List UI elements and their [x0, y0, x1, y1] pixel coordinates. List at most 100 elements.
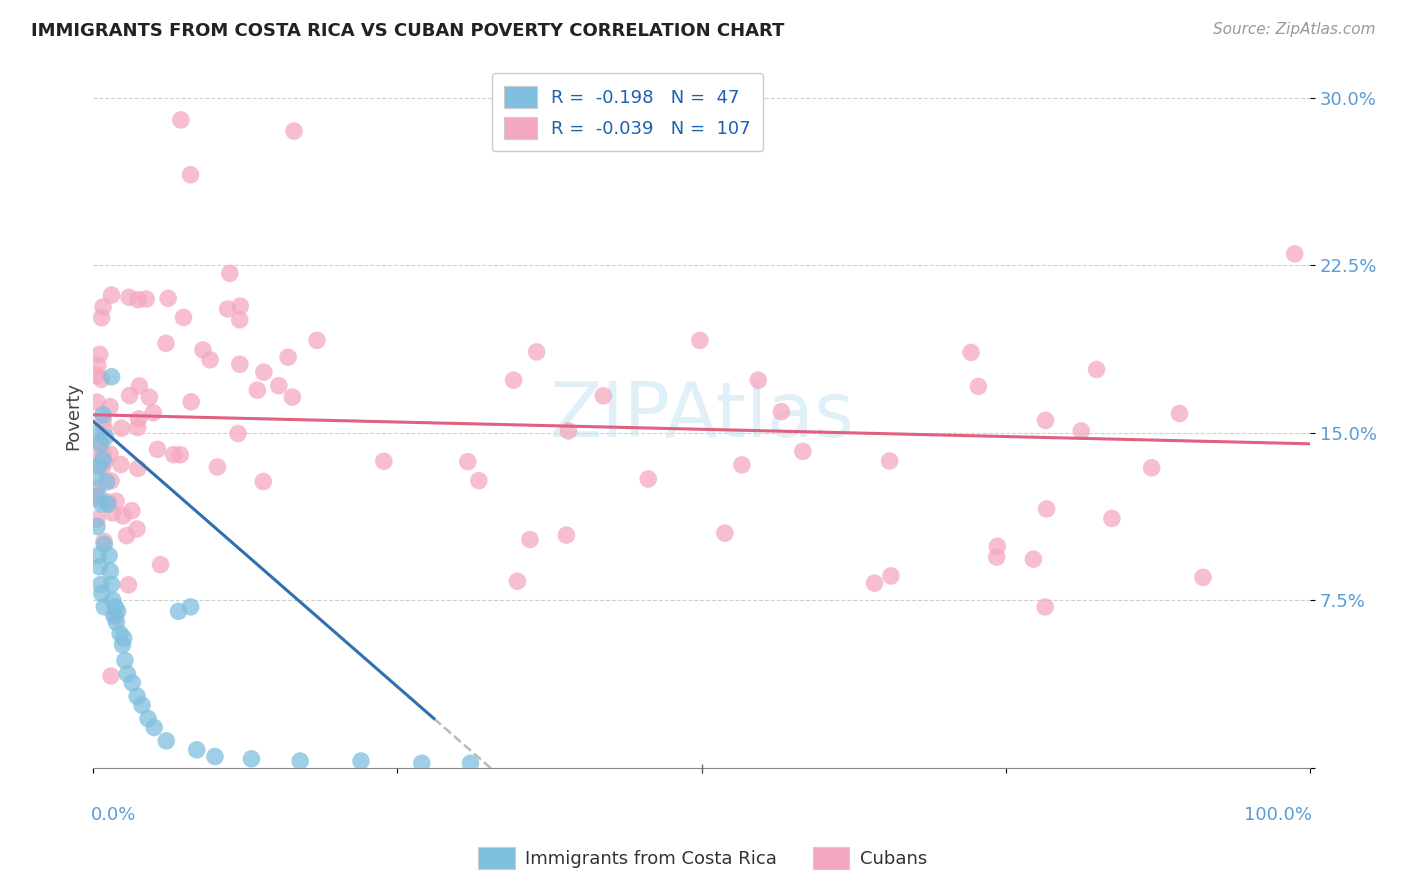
Point — [86, 512, 108, 526]
Point — [747, 373, 769, 387]
Point — [1022, 552, 1045, 566]
Point — [967, 379, 990, 393]
Point — [86, 395, 108, 409]
Point — [87, 458, 110, 473]
Point — [100, 669, 122, 683]
Point — [87, 488, 110, 502]
Point — [93, 599, 115, 614]
Point — [127, 293, 149, 307]
Text: ZIPAtlas: ZIPAtlas — [550, 379, 853, 453]
Point — [86, 448, 108, 462]
Point — [240, 752, 263, 766]
Point — [104, 610, 127, 624]
Point — [121, 675, 143, 690]
Point — [180, 394, 202, 409]
Point — [226, 426, 249, 441]
Point — [960, 345, 983, 359]
Point — [136, 712, 159, 726]
Point — [217, 301, 239, 316]
Point — [121, 504, 143, 518]
Point — [157, 291, 180, 305]
Text: Source: ZipAtlas.com: Source: ZipAtlas.com — [1212, 22, 1375, 37]
Point — [100, 577, 122, 591]
Point — [689, 334, 711, 348]
Point — [98, 549, 121, 563]
Point — [97, 495, 120, 509]
Point — [94, 430, 117, 444]
Point — [111, 638, 134, 652]
Point — [118, 290, 141, 304]
Point — [277, 350, 299, 364]
Y-axis label: Poverty: Poverty — [65, 382, 82, 450]
Point — [880, 569, 903, 583]
Point — [770, 405, 793, 419]
Point — [143, 721, 166, 735]
Point — [555, 528, 578, 542]
Point — [84, 470, 107, 484]
Point — [114, 653, 136, 667]
Point — [96, 475, 118, 489]
Point — [117, 666, 139, 681]
Point — [86, 491, 108, 506]
Point — [1168, 407, 1191, 421]
Point — [229, 299, 252, 313]
Point — [502, 373, 524, 387]
Point — [592, 389, 614, 403]
Point — [90, 586, 112, 600]
Point — [91, 412, 114, 426]
Point — [118, 388, 141, 402]
Point — [506, 574, 529, 589]
Point — [87, 359, 110, 373]
Point — [173, 310, 195, 325]
Point — [252, 475, 274, 489]
Point — [91, 408, 114, 422]
Point — [138, 390, 160, 404]
Point — [714, 526, 737, 541]
Point — [89, 459, 111, 474]
Point — [98, 447, 121, 461]
Point — [204, 749, 226, 764]
Point — [191, 343, 214, 357]
Point — [127, 690, 149, 704]
Point — [90, 577, 112, 591]
Point — [267, 378, 290, 392]
Point — [108, 626, 131, 640]
Point — [155, 734, 177, 748]
Point — [986, 549, 1008, 564]
Point — [110, 421, 132, 435]
Point — [155, 336, 177, 351]
Point — [792, 444, 814, 458]
Point — [288, 754, 311, 768]
Legend: Immigrants from Costa Rica, Cubans: Immigrants from Costa Rica, Cubans — [471, 839, 935, 876]
Point — [104, 599, 127, 614]
Point — [229, 357, 252, 371]
Point — [135, 292, 157, 306]
Point — [90, 437, 112, 451]
Point — [105, 615, 128, 630]
Point — [112, 631, 135, 645]
Legend: R =  -0.198   N =  47, R =  -0.039   N =  107: R = -0.198 N = 47, R = -0.039 N = 107 — [492, 73, 763, 152]
Point — [101, 593, 124, 607]
Point — [90, 372, 112, 386]
Point — [128, 379, 150, 393]
Point — [179, 168, 201, 182]
Point — [86, 425, 108, 440]
Text: 0.0%: 0.0% — [91, 806, 136, 824]
Point — [198, 352, 221, 367]
Point — [986, 539, 1008, 553]
Point — [1192, 570, 1215, 584]
Point — [117, 578, 139, 592]
Point — [98, 400, 121, 414]
Point — [91, 447, 114, 461]
Point — [127, 461, 149, 475]
Point — [86, 519, 108, 533]
Point — [1033, 599, 1056, 614]
Point — [100, 474, 122, 488]
Point — [110, 458, 132, 472]
Point — [131, 698, 153, 713]
Point — [125, 522, 148, 536]
Point — [170, 112, 193, 127]
Point — [246, 383, 269, 397]
Point — [1035, 413, 1057, 427]
Point — [411, 756, 433, 771]
